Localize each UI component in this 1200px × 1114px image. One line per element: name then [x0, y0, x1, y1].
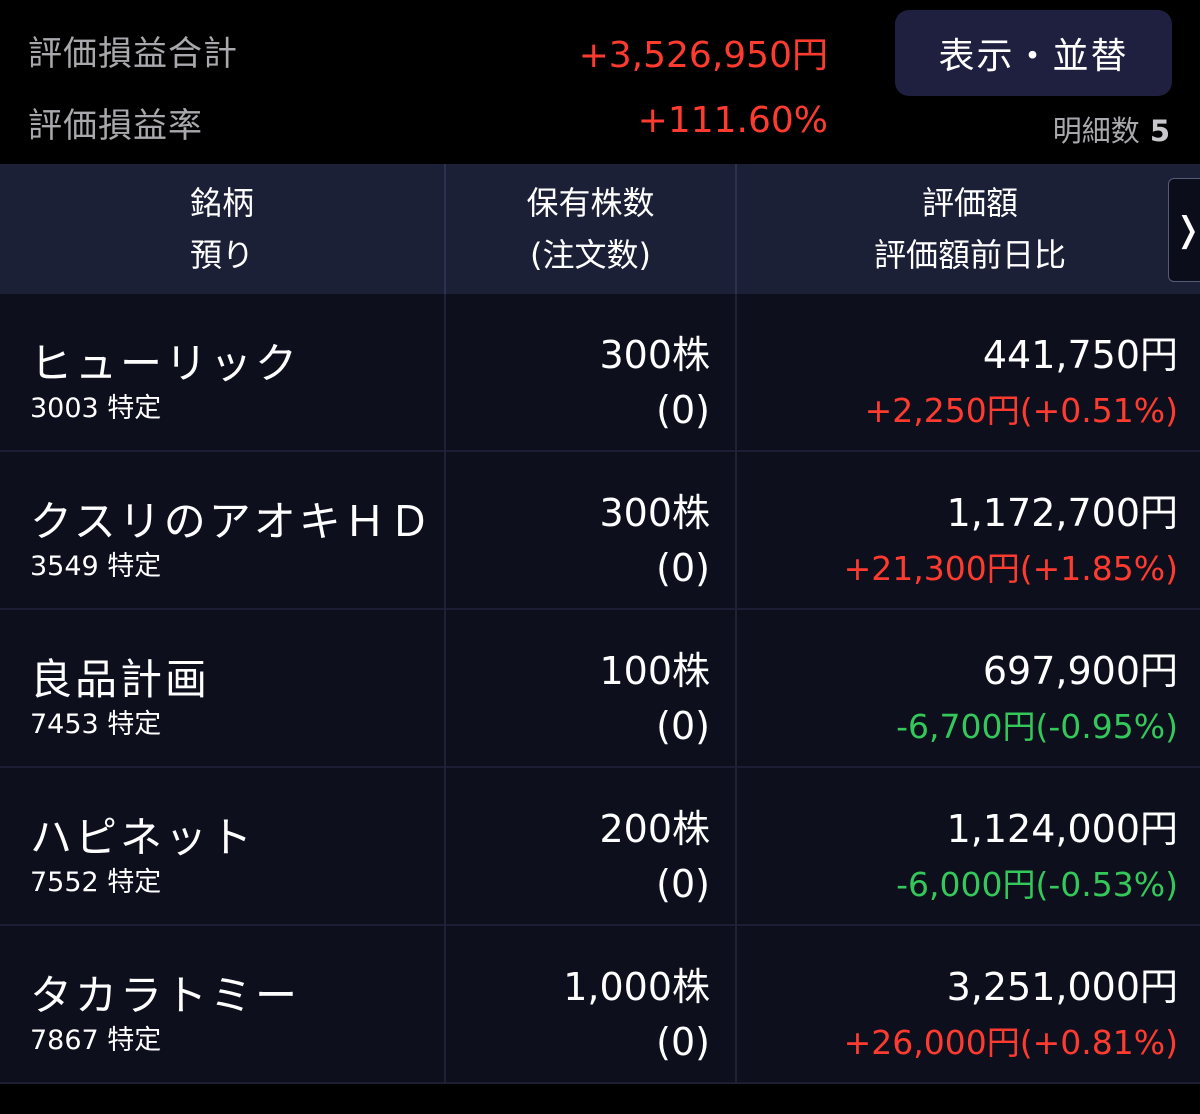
holding-row[interactable]: ヒューリック 3003 特定 300株 (0) 441,750円 +2,250円(+0.5…: [0, 294, 1200, 452]
header-col-stock[interactable]: 銘柄 預り: [0, 164, 444, 294]
column-divider: [735, 452, 737, 610]
shares-held: 200株: [599, 807, 710, 851]
stock-code-account: 7552 特定: [30, 867, 162, 898]
detail-count: 明細数 5: [1053, 108, 1170, 150]
detail-count-label: 明細数: [1052, 114, 1140, 148]
stock-name: クスリのアオキＨＤ: [30, 497, 434, 546]
stock-code-account: 3003 特定: [30, 393, 162, 424]
column-divider: [735, 610, 737, 768]
column-divider: [735, 926, 737, 1084]
header-col-shares[interactable]: 保有株数 (注文数): [446, 164, 735, 294]
valuation-change: +21,300円(+1.85%): [843, 549, 1178, 588]
header-orders-label: (注文数): [530, 236, 651, 274]
valuation-change: +2,250円(+0.51%): [864, 391, 1178, 430]
column-divider: [735, 294, 737, 452]
order-count: (0): [656, 704, 710, 748]
display-sort-button[interactable]: 表示・並替: [895, 10, 1172, 96]
column-divider: [444, 452, 446, 610]
stock-name: ヒューリック: [30, 339, 301, 388]
column-divider: [735, 768, 737, 926]
stock-code-account: 7867 特定: [30, 1025, 162, 1056]
detail-count-value: 5: [1149, 114, 1170, 148]
valuation: 1,124,000円: [946, 807, 1178, 851]
header-shares-label: 保有株数: [526, 184, 655, 222]
header-divider: [444, 164, 446, 294]
stock-code-account: 3549 特定: [30, 551, 162, 582]
valuation: 3,251,000円: [946, 965, 1178, 1009]
total-pl-value: +3,526,950円: [578, 35, 828, 76]
holdings-list: ヒューリック 3003 特定 300株 (0) 441,750円 +2,250円(+0.5…: [0, 294, 1200, 1084]
column-divider: [444, 610, 446, 768]
valuation-change: +26,000円(+0.81%): [843, 1023, 1178, 1062]
next-columns-button[interactable]: ❭: [1168, 178, 1200, 282]
order-count: (0): [656, 388, 710, 432]
shares-held: 300株: [599, 491, 710, 535]
pl-rate-label: 評価損益率: [28, 106, 203, 146]
valuation-change: -6,700円(-0.95%): [896, 707, 1178, 746]
portfolio-summary: 評価損益合計 +3,526,950円 評価損益率 +111.60% 表示・並替 …: [0, 0, 1200, 164]
header-value-change-label: 評価額前日比: [873, 236, 1066, 274]
valuation-change: -6,000円(-0.53%): [896, 865, 1178, 904]
holding-row[interactable]: クスリのアオキＨＤ 3549 特定 300株 (0) 1,172,700円 +21,300…: [0, 452, 1200, 610]
total-pl-label: 評価損益合計: [28, 34, 238, 74]
holding-row[interactable]: ハピネット 7552 特定 200株 (0) 1,124,000円 -6,000円(-0.…: [0, 768, 1200, 926]
header-stock-label: 銘柄: [189, 184, 254, 222]
valuation: 1,172,700円: [946, 491, 1178, 535]
stock-name: タカラトミー: [30, 971, 301, 1020]
header-divider: [735, 164, 737, 294]
table-header: 銘柄 預り 保有株数 (注文数) 評価額 評価額前日比: [0, 164, 1200, 294]
order-count: (0): [656, 1020, 710, 1064]
valuation: 697,900円: [982, 649, 1178, 693]
column-divider: [444, 926, 446, 1084]
order-count: (0): [656, 546, 710, 590]
column-divider: [444, 294, 446, 452]
holding-row[interactable]: タカラトミー 7867 特定 1,000株 (0) 3,251,000円 +26,000円…: [0, 926, 1200, 1084]
chevron-right-icon: ❭: [1173, 210, 1200, 250]
stock-code-account: 7453 特定: [30, 709, 162, 740]
header-col-value[interactable]: 評価額 評価額前日比: [737, 164, 1200, 294]
stock-name: ハピネット: [30, 813, 256, 862]
valuation: 441,750円: [982, 333, 1178, 377]
stock-name: 良品計画: [30, 655, 211, 704]
header-value-label: 評価額: [921, 184, 1018, 222]
pl-rate-value: +111.60%: [637, 100, 828, 141]
shares-held: 300株: [599, 333, 710, 377]
order-count: (0): [656, 862, 710, 906]
holding-row[interactable]: 良品計画 7453 特定 100株 (0) 697,900円 -6,700円(-0.95%…: [0, 610, 1200, 768]
header-account-label: 預り: [189, 236, 254, 274]
column-divider: [444, 768, 446, 926]
shares-held: 1,000株: [563, 965, 710, 1009]
shares-held: 100株: [599, 649, 710, 693]
